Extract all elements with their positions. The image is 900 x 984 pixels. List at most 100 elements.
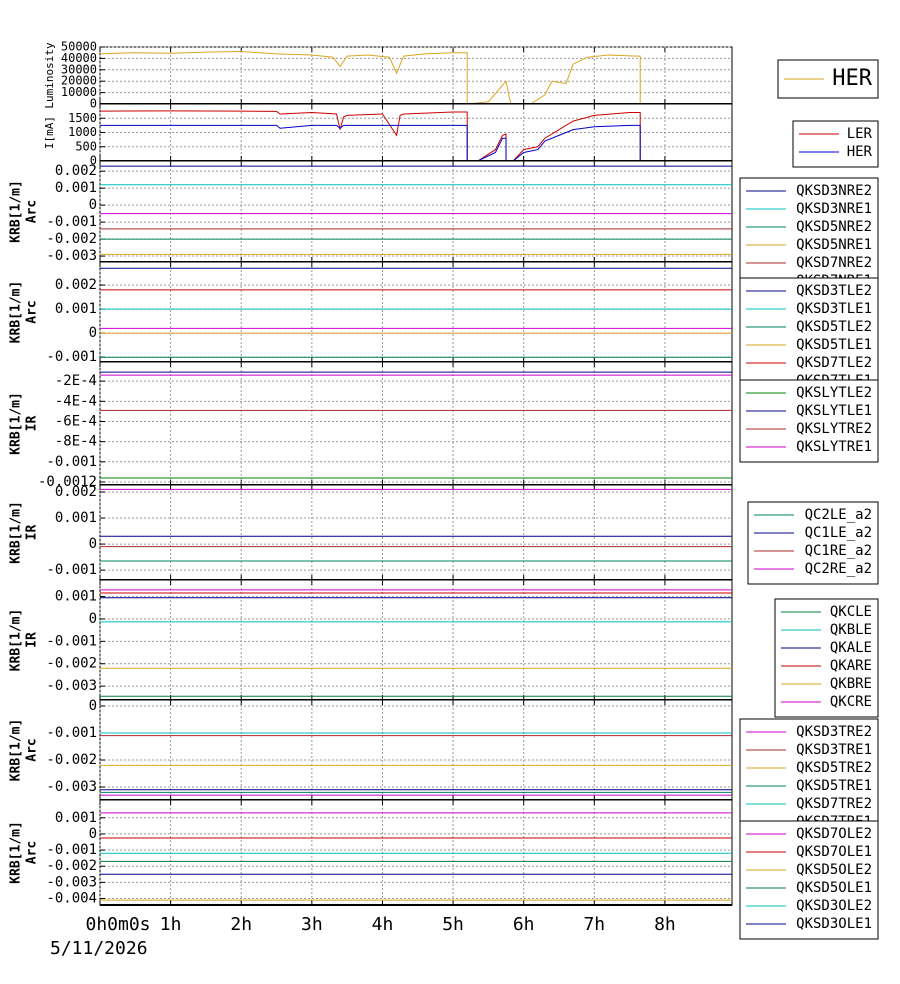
legend-label: QC2RE_a2 [805, 561, 872, 577]
legend-box [792, 120, 879, 168]
x-tick-label: 7h [583, 914, 605, 935]
y-tick-label: -0.001 [46, 454, 97, 470]
y-tick-label: 0 [89, 536, 97, 552]
x-tick-label: 8h [654, 914, 676, 935]
y-tick-label: 0.001 [55, 180, 97, 196]
legend-label: QKSD7OLE2 [796, 826, 872, 842]
y-tick-label: 0 [90, 97, 97, 111]
legend-label: QKSD3OLE2 [796, 898, 872, 914]
legend-label: QKSD5TLE1 [796, 337, 872, 353]
y-tick-label: 1500 [68, 111, 97, 125]
legend-label: QKSLYTLE2 [796, 385, 872, 401]
legend-label: QKALE [830, 640, 872, 656]
y-tick-label: -0.004 [46, 891, 97, 907]
x-tick-label: 4h [372, 914, 394, 935]
y-axis-label: KRB[1/m] [9, 281, 24, 344]
plot-frame [99, 579, 733, 701]
legend-label: QKSD5TRE1 [796, 778, 872, 794]
y-tick-label: -8E-4 [55, 434, 97, 450]
x-tick-label: 2h [230, 914, 252, 935]
y-tick-label: -0.001 [46, 214, 97, 230]
x-tick-label: 3h [301, 914, 323, 935]
plot-frame [99, 484, 733, 581]
legend-label: QKCRE [830, 694, 872, 710]
y-tick-label: 30000 [61, 62, 97, 76]
y-tick-label: -0.002 [46, 231, 97, 247]
plot-frame [99, 160, 733, 263]
legend-label: QKSD7NRE2 [796, 255, 872, 271]
legend-label: QKSLYTRE1 [796, 439, 872, 455]
plot-frame [99, 261, 733, 363]
legend-label: QC1LE_a2 [805, 525, 872, 541]
legend-label: LER [847, 126, 873, 142]
legend-label: QKSD7OLE1 [796, 844, 872, 860]
y-tick-label: -0.001 [46, 842, 97, 858]
y-tick-label: 10000 [61, 85, 97, 99]
legend-label: QKSD3NRE2 [796, 183, 872, 199]
y-tick-label: -0.003 [46, 248, 97, 264]
y-tick-label: -6E-4 [55, 413, 97, 429]
x-tick-label: 6h [513, 914, 535, 935]
y-tick-label: 500 [75, 139, 97, 153]
y-tick-label: 0 [89, 698, 97, 714]
y-tick-label: 20000 [61, 74, 97, 88]
legend-label: QKSD5NRE2 [796, 219, 872, 235]
y-axis-label: Luminosity [43, 42, 56, 109]
legend-label: QKSD3TLE2 [796, 283, 872, 299]
legend-label: QKARE [830, 658, 872, 674]
y-tick-label: 0.001 [55, 589, 97, 605]
y-tick-label: -0.002 [46, 656, 97, 672]
legend-label: QKSD3NRE1 [796, 201, 872, 217]
legend-label: QKSD3TRE2 [796, 724, 872, 740]
plot-frame [99, 46, 733, 105]
legend-label: QKSLYTRE2 [796, 421, 872, 437]
y-tick-label: 0 [90, 154, 97, 168]
legend-box [774, 598, 879, 718]
x-tick-label: 0h0m0s [85, 914, 150, 935]
y-axis-label: Arc [25, 200, 40, 223]
y-axis-label: KRB[1/m] [9, 609, 24, 672]
y-tick-label: -0.002 [46, 858, 97, 874]
legend-label: QC1RE_a2 [805, 543, 872, 559]
y-tick-label: 0.002 [55, 484, 97, 500]
legend-label: QC2LE_a2 [805, 507, 872, 523]
y-tick-label: 0 [89, 325, 97, 341]
y-tick-label: -2E-4 [55, 373, 97, 389]
y-tick-label: 0.001 [55, 810, 97, 826]
legend-label: QKSD5TRE2 [796, 760, 872, 776]
y-tick-label: 0.002 [55, 163, 97, 179]
y-tick-label: 50000 [61, 40, 97, 54]
y-axis-label: IR [25, 416, 40, 432]
y-tick-label: -0.001 [46, 633, 97, 649]
x-tick-label: 1h [160, 914, 182, 935]
y-tick-label: 0.002 [55, 277, 97, 293]
y-axis-label: Arc [25, 300, 40, 323]
legend-label: QKSD3OLE1 [796, 916, 872, 932]
legend-box [739, 379, 879, 463]
legend-box [739, 820, 879, 940]
legend-label: QKSD5NRE1 [796, 237, 872, 253]
legend-label: QKSLYTLE1 [796, 403, 872, 419]
legend-label: QKSD7TLE2 [796, 355, 872, 371]
y-tick-label: -0.003 [46, 779, 97, 795]
y-axis-label: KRB[1/m] [9, 719, 24, 782]
y-tick-label: 0 [89, 826, 97, 842]
series-line [99, 51, 732, 105]
legend-label: QKBLE [830, 622, 872, 638]
y-axis-label: Arc [25, 841, 40, 864]
y-tick-label: 0.001 [55, 301, 97, 317]
y-tick-label: 0.001 [55, 510, 97, 526]
y-tick-label: -4E-4 [55, 393, 97, 409]
y-axis-label: KRB[1/m] [9, 501, 24, 564]
y-tick-label: 0 [89, 197, 97, 213]
legend-box [739, 718, 879, 838]
legend-label: QKCLE [830, 604, 872, 620]
legend-box [739, 277, 879, 397]
y-axis-label: KRB[1/m] [9, 821, 24, 884]
plot-frame [99, 361, 733, 486]
y-tick-label: -0.001 [46, 725, 97, 741]
legend-label: HER [832, 66, 872, 91]
y-axis-label: KRB[1/m] [9, 180, 24, 243]
legend-label: QKSD3TLE1 [796, 301, 872, 317]
